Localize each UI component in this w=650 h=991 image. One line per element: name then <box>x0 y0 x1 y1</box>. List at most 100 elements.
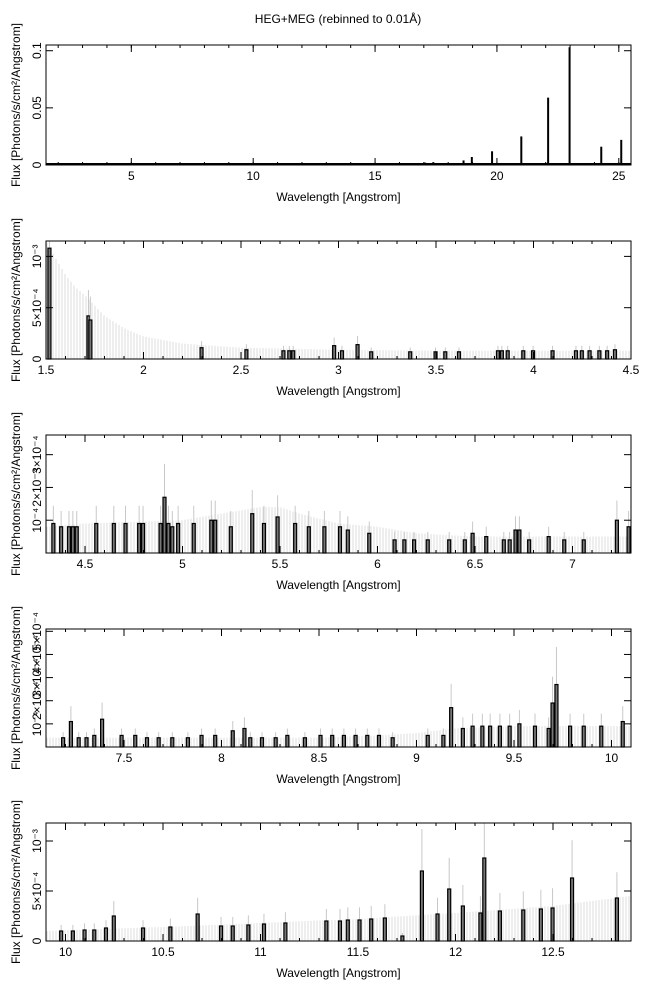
data-bar <box>562 539 567 554</box>
data-bar <box>581 725 586 748</box>
data-bar <box>322 526 327 554</box>
y-axis-label: Flux [Photons/s/cm²/Angstrom] <box>9 218 23 382</box>
data-bar <box>470 532 475 554</box>
y-axis-label: Flux [Photons/s/cm²/Angstrom] <box>9 606 23 770</box>
x-tick-label: 3 <box>335 363 342 377</box>
data-bar <box>92 734 97 748</box>
data-bar <box>460 727 465 748</box>
y-tick-label: 10⁻⁴ <box>30 711 44 736</box>
x-tick-label: 4.5 <box>623 363 640 377</box>
data-bar <box>425 539 430 554</box>
x-tick-label: 12 <box>449 945 463 959</box>
data-bar <box>408 351 413 360</box>
x-tick-label: 10 <box>59 945 73 959</box>
data-bar <box>392 539 397 554</box>
data-bar <box>230 730 235 748</box>
y-tick-label: 0.1 <box>30 42 44 59</box>
data-bar <box>599 725 604 748</box>
data-bar <box>367 532 372 554</box>
y-tick-label: 2×10⁻⁴ <box>30 681 44 720</box>
data-bar <box>460 905 465 942</box>
x-tick-label: 11 <box>254 945 267 959</box>
chart-panel-5: 10 10.5 11 11.5 12 12.5 0 5×10⁻⁴ 10⁻³ Wavelength … <box>9 800 632 980</box>
data-bar <box>287 350 292 360</box>
data-bar <box>443 351 448 360</box>
y-axis-label: Flux [Photons/s/cm²/Angstrom] <box>9 800 23 964</box>
data-bar <box>497 910 502 942</box>
data-bar <box>140 522 146 554</box>
data-bar <box>275 516 280 554</box>
data-bar <box>213 519 218 554</box>
data-bar <box>626 526 631 554</box>
data-bars <box>60 647 625 748</box>
y-axis-label: Flux [Photons/s/cm²/Angstrom] <box>9 412 23 576</box>
x-tick-label: 7 <box>569 557 576 571</box>
data-bar <box>191 522 196 554</box>
data-bar <box>60 737 66 748</box>
data-bar <box>400 935 405 942</box>
data-bar <box>195 913 200 942</box>
x-tick-label: 11.5 <box>347 945 370 959</box>
data-bar <box>285 734 290 748</box>
data-bars <box>51 463 631 554</box>
data-bar <box>94 522 99 554</box>
data-bar <box>527 539 532 554</box>
data-bar <box>579 350 584 360</box>
data-bar <box>470 725 475 748</box>
x-axis-label: Wavelength [Angstrom] <box>276 384 400 398</box>
x-axis-label: Wavelength [Angstrom] <box>276 772 400 786</box>
y-axis-label: Flux [Photons/s/cm²/Angstrom] <box>9 23 23 187</box>
x-tick-label: 10.5 <box>151 945 175 959</box>
y-tick-label: 2×10⁻⁴ <box>30 468 44 507</box>
data-bar <box>261 522 267 554</box>
data-bar <box>495 350 501 360</box>
x-tick-label: 25 <box>612 169 626 183</box>
y-tick-label: 10⁻³ <box>30 829 44 853</box>
data-bar <box>532 725 538 748</box>
data-bar <box>59 526 64 554</box>
spectral-lines <box>46 47 631 165</box>
data-bar <box>133 734 138 748</box>
chart-panel-1: 5 10 15 20 25 0 0.05 0.1 Wavelength [Angstrom] Fl… <box>9 23 632 204</box>
x-tick-label: 2 <box>140 363 147 377</box>
data-bar <box>332 345 337 360</box>
data-bar <box>330 734 335 748</box>
data-bar <box>273 737 278 748</box>
y-tick-label: 0 <box>30 161 44 168</box>
y-tick-label: 0 <box>30 355 44 362</box>
data-bar <box>123 522 128 554</box>
y-tick-label: 5×10⁻⁴ <box>30 872 44 911</box>
data-bar <box>597 350 602 360</box>
data-bar <box>612 349 618 360</box>
data-bar <box>484 536 489 554</box>
data-bar <box>244 349 249 360</box>
data-bar <box>345 529 350 554</box>
data-bar <box>306 526 311 554</box>
data-bar <box>92 929 97 942</box>
data-bar <box>213 734 218 748</box>
x-tick-label: 10 <box>247 169 261 183</box>
data-bar <box>456 351 462 360</box>
x-tick-label: 5 <box>179 557 186 571</box>
data-bar <box>614 519 620 554</box>
data-bar <box>99 718 105 748</box>
chart-panel-3: 4.5 5 5.5 6 6.5 7 10⁻⁴2×10⁻⁴3×10⁻⁴ Wavelength [… <box>9 412 632 592</box>
x-tick-label: 5 <box>128 169 135 183</box>
data-bar <box>402 539 407 554</box>
data-bar <box>497 725 502 748</box>
data-bar <box>242 727 247 748</box>
data-bar <box>70 930 75 942</box>
data-bar <box>341 734 346 748</box>
data-bar <box>291 350 296 360</box>
data-bar <box>447 539 452 554</box>
data-bar <box>162 496 167 554</box>
data-bar <box>569 877 575 942</box>
data-bar <box>185 737 190 748</box>
data-bar <box>228 526 233 554</box>
y-tick-label: 5×10⁻⁴ <box>30 288 44 327</box>
data-bar <box>587 350 592 360</box>
data-bar <box>369 351 374 360</box>
data-bar <box>412 539 417 554</box>
data-bar <box>51 522 56 554</box>
